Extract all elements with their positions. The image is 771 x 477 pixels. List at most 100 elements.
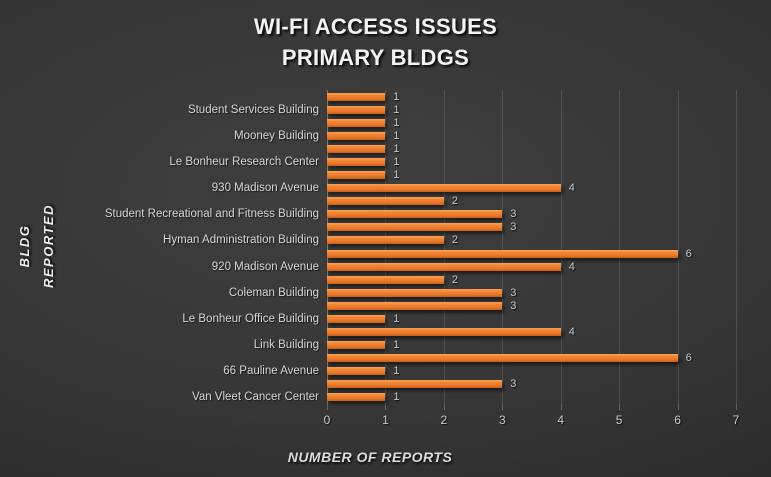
bar [327, 210, 503, 219]
bar [327, 328, 561, 337]
category-label: Student Recreational and Fitness Buildin… [104, 208, 319, 221]
x-tick-label: 7 [732, 413, 740, 427]
category-label: Hyman Administration Building [163, 234, 319, 247]
bar [327, 354, 678, 363]
y-axis-line [327, 90, 328, 404]
gridline [443, 90, 445, 404]
bar [327, 380, 503, 389]
bar [327, 144, 386, 153]
bar-row: 1 [327, 339, 736, 352]
bar-row: 6 [327, 352, 736, 365]
category-label: Van Vleet Cancer Center [192, 391, 319, 404]
x-tick-label: 1 [382, 413, 389, 427]
bar [327, 197, 444, 206]
bar-row: 3 [327, 208, 736, 221]
chart-title-line1: WI-FI ACCESS ISSUES [253, 14, 498, 39]
gridline [560, 90, 562, 404]
bar-row: 1 [327, 90, 736, 103]
bar-value-label: 1 [393, 155, 400, 168]
bar-value-label: 2 [451, 234, 458, 247]
chart-title-line2: PRIMARY BLDGS [281, 45, 470, 70]
bar [327, 105, 386, 114]
category-label: Coleman Building [228, 286, 319, 299]
bar [327, 118, 386, 127]
x-tick-label: 4 [557, 413, 565, 427]
gridline [619, 90, 621, 404]
category-label: Le Bonheur Research Center [169, 155, 319, 168]
gridline [385, 90, 387, 404]
x-tick-label: 5 [615, 413, 623, 427]
bar-value-label: 3 [510, 221, 517, 234]
bar-row: 2 [327, 273, 736, 286]
axis-tick [619, 404, 621, 410]
bar [327, 184, 561, 193]
category-label: 66 Pauline Avenue [223, 365, 319, 378]
bar-value-label: 4 [568, 182, 575, 195]
bar [327, 301, 503, 310]
bar-value-label: 1 [393, 116, 400, 129]
bar [327, 288, 503, 297]
bar-row: 1 [327, 168, 736, 181]
bar [327, 275, 444, 284]
bar-value-label: 6 [685, 352, 692, 365]
axis-tick [502, 404, 504, 410]
axis-tick [736, 404, 737, 410]
axis-tick [443, 404, 445, 410]
bar-value-label: 4 [568, 260, 575, 273]
bar-row: 1 [327, 312, 736, 325]
bar-row: 3 [327, 378, 736, 391]
bar-row: 3 [327, 221, 736, 234]
bar [327, 131, 386, 140]
chart-title: WI-FI ACCESS ISSUES PRIMARY BLDGS [0, 11, 751, 73]
bar [327, 92, 386, 101]
bar [327, 236, 444, 245]
bar [327, 367, 386, 376]
bar [327, 314, 386, 323]
bar [327, 223, 503, 232]
bar-row: 2 [327, 234, 736, 247]
bar-value-label: 1 [393, 312, 400, 325]
gridline [736, 90, 737, 404]
bar-row: 6 [327, 247, 736, 260]
bar-row: 1 [327, 365, 736, 378]
x-axis-title: NUMBER OF REPORTS [287, 449, 453, 465]
category-label: Mooney Building [233, 129, 319, 142]
axis-tick [327, 404, 328, 410]
bar [327, 262, 561, 271]
axis-tick [385, 404, 387, 410]
axis-tick [677, 404, 679, 410]
bar [327, 393, 386, 402]
bar-row: 1 [327, 142, 736, 155]
bar-value-label: 1 [393, 169, 400, 182]
bar-row: 2 [327, 195, 736, 208]
bar-value-label: 1 [393, 129, 400, 142]
bar-row: 4 [327, 260, 736, 273]
bar-row: 3 [327, 286, 736, 299]
bar-value-label: 3 [510, 208, 517, 221]
x-axis-tick-labels: 0 1 2 3 4 5 6 7 [323, 413, 740, 429]
bar-row: 1 [327, 155, 736, 168]
bar-value-label: 3 [510, 378, 517, 391]
bar [327, 341, 386, 350]
gridline [677, 90, 679, 404]
category-label: 920 Madison Avenue [211, 260, 319, 273]
bar-value-label: 1 [393, 365, 400, 378]
x-tick-label: 0 [323, 413, 331, 427]
bar [327, 171, 386, 180]
x-tick-label: 2 [440, 413, 448, 427]
x-tick-label: 6 [674, 413, 681, 427]
category-axis-labels: Student Services Building Mooney Building… [0, 90, 319, 404]
bar-row: 4 [327, 182, 736, 195]
bar [327, 157, 386, 166]
category-label: Student Services Building [187, 103, 319, 116]
bar-value-label: 3 [510, 299, 517, 312]
gridline [502, 90, 504, 404]
bar-row: 1 [327, 129, 736, 142]
category-label: Le Bonheur Office Building [182, 312, 319, 325]
bar-value-label: 6 [685, 247, 692, 260]
bar-value-label: 2 [451, 195, 458, 208]
bar-row: 4 [327, 325, 736, 338]
bar [327, 249, 678, 258]
